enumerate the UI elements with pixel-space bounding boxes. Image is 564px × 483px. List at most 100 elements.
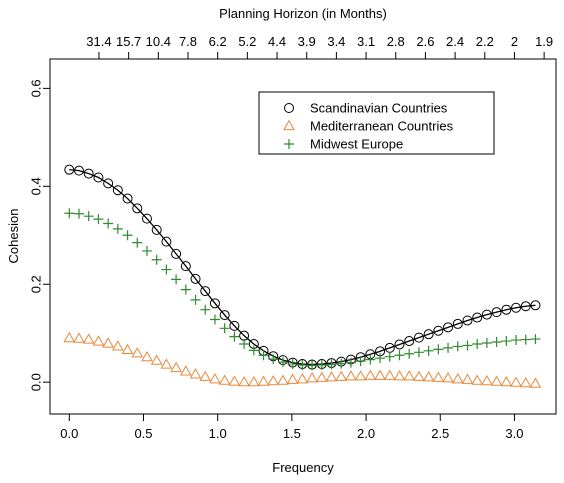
data-point <box>141 213 152 224</box>
data-point <box>451 373 464 384</box>
data-point <box>218 374 231 385</box>
data-point <box>345 357 356 368</box>
y-tick-label: 0.6 <box>29 79 44 97</box>
data-point <box>132 203 143 214</box>
legend-label: Midwest Europe <box>310 137 403 152</box>
top-tick-label: 7.8 <box>179 34 197 49</box>
data-point <box>462 315 473 326</box>
data-point <box>209 373 221 384</box>
data-point <box>229 331 240 342</box>
data-point <box>306 372 318 383</box>
top-tick-label: 4.4 <box>268 34 286 49</box>
data-point <box>257 375 270 386</box>
y-tick-label: 0.2 <box>29 275 44 293</box>
data-point <box>403 370 416 381</box>
data-point <box>471 374 484 385</box>
legend-marker <box>284 139 294 149</box>
y-tick-label: 0.4 <box>29 177 44 195</box>
top-tick-label: 2.8 <box>387 34 405 49</box>
data-point <box>102 337 114 348</box>
data-point <box>393 370 406 381</box>
legend-label: Mediterranean Countries <box>310 119 454 134</box>
legend-label: Scandinavian Countries <box>310 101 448 116</box>
x-tick-label: 0.0 <box>60 426 78 441</box>
series-scandinavian-countries <box>64 164 541 370</box>
top-tick-label: 2.2 <box>476 34 494 49</box>
data-point <box>179 365 192 376</box>
data-point <box>452 318 463 329</box>
data-point <box>345 370 357 381</box>
data-point <box>286 373 299 384</box>
top-tick-label: 2.6 <box>416 34 434 49</box>
data-point <box>423 329 434 340</box>
data-point <box>520 301 531 312</box>
data-point <box>93 214 104 225</box>
data-point <box>316 360 327 371</box>
data-point <box>511 302 522 313</box>
x-tick-label: 3.0 <box>505 426 523 441</box>
y-tick-label: 0.0 <box>29 373 44 391</box>
data-point <box>375 353 386 364</box>
data-point <box>171 248 182 259</box>
data-point <box>433 325 444 336</box>
data-point <box>422 371 435 382</box>
series-mediterranean-countries <box>63 331 542 388</box>
data-point <box>511 335 522 346</box>
data-point <box>491 307 502 318</box>
data-point <box>190 294 201 305</box>
data-point <box>64 164 75 175</box>
top-tick-label: 3.4 <box>327 34 345 49</box>
data-point <box>432 371 445 382</box>
data-point <box>200 304 211 315</box>
data-point <box>491 337 502 348</box>
data-point <box>180 261 191 272</box>
data-point <box>228 375 241 386</box>
data-point <box>394 339 405 350</box>
data-point <box>73 332 85 343</box>
data-point <box>170 361 182 373</box>
legend-box <box>258 91 495 155</box>
x-axis-label: Frequency <box>272 460 334 475</box>
data-point <box>461 373 474 384</box>
data-point <box>112 223 123 234</box>
data-point <box>73 165 84 176</box>
data-point <box>335 370 348 381</box>
data-point <box>82 333 95 344</box>
data-point <box>462 340 473 351</box>
x-tick-label: 0.5 <box>134 426 152 441</box>
data-point <box>307 360 318 371</box>
data-point <box>103 218 114 229</box>
data-point <box>374 369 386 380</box>
data-point <box>199 370 212 381</box>
legend: Scandinavian Countries Mediterranean Coun… <box>258 91 495 155</box>
data-point <box>247 375 260 387</box>
data-point <box>219 323 230 334</box>
data-point <box>122 230 133 241</box>
top-tick-label: 10.4 <box>146 34 171 49</box>
data-point <box>83 168 94 179</box>
data-point <box>315 371 328 382</box>
data-point <box>238 375 250 387</box>
top-tick-label: 6.2 <box>209 34 227 49</box>
data-point <box>490 375 503 386</box>
data-point <box>200 286 211 297</box>
top-axis-label: Planning Horizon (in Months) <box>219 6 387 21</box>
data-point <box>520 334 531 345</box>
plot-frame <box>49 58 557 415</box>
data-point <box>296 373 309 384</box>
data-point <box>171 274 182 285</box>
data-point <box>442 372 454 383</box>
data-point <box>209 314 220 325</box>
data-point <box>92 335 105 346</box>
data-point <box>248 345 259 356</box>
data-point <box>103 178 114 189</box>
top-tick-label: 3.1 <box>357 34 375 49</box>
data-point <box>326 359 337 370</box>
top-tick-label: 3.9 <box>298 34 316 49</box>
data-point <box>141 245 152 256</box>
top-tick-label: 5.2 <box>238 34 256 49</box>
x-tick-label: 1.0 <box>209 426 227 441</box>
series-layer <box>63 164 542 388</box>
data-point <box>122 193 133 204</box>
